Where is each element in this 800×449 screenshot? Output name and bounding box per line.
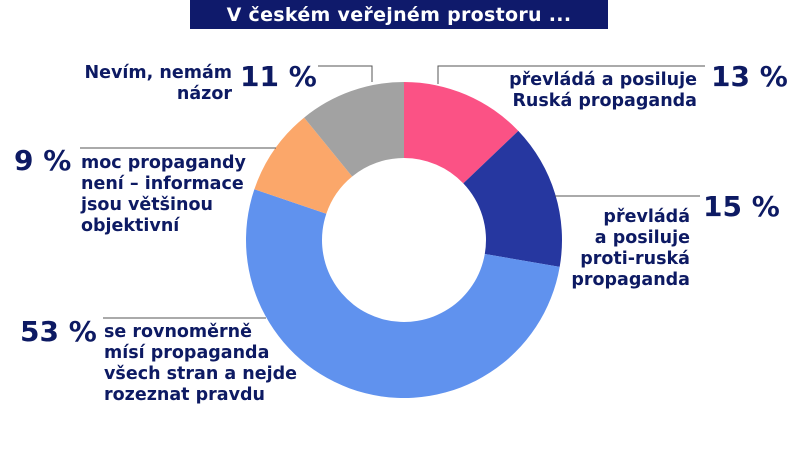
pct-mixed: 53 % bbox=[20, 315, 97, 348]
pct-anti-russian: 15 % bbox=[703, 190, 780, 223]
pct-objective: 9 % bbox=[14, 144, 72, 177]
pct-russian: 13 % bbox=[711, 60, 788, 93]
leader-line-russian bbox=[437, 65, 705, 84]
donut-slices bbox=[246, 82, 563, 398]
slice-mixed bbox=[246, 189, 560, 398]
label-dont-know: Nevím, nemám názor bbox=[84, 63, 232, 104]
label-russian: převládá a posiluje Ruská propaganda bbox=[509, 70, 697, 111]
pct-dont-know: 11 % bbox=[240, 60, 317, 93]
label-objective: moc propagandy není – informace jsou vět… bbox=[81, 153, 246, 236]
label-mixed: se rovnoměrně mísí propaganda všech stra… bbox=[104, 322, 298, 405]
label-anti-russian: převládá a posiluje proti-ruská propagan… bbox=[571, 207, 690, 290]
leader-lines bbox=[80, 65, 705, 319]
chart-title: V českém veřejném prostoru ... bbox=[190, 0, 608, 29]
slice-objective bbox=[254, 117, 353, 214]
slice-russian bbox=[404, 82, 519, 184]
leader-line-dont-know bbox=[318, 65, 373, 82]
slice-anti-russian bbox=[463, 130, 563, 267]
slice-dont-know bbox=[304, 82, 404, 177]
